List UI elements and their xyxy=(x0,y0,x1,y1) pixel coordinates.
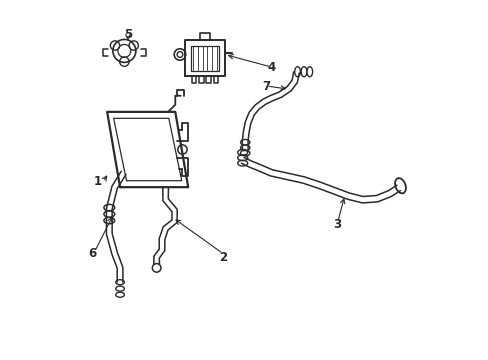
Text: 4: 4 xyxy=(267,60,275,73)
Text: 2: 2 xyxy=(219,251,226,264)
Text: 5: 5 xyxy=(123,28,132,41)
Text: 3: 3 xyxy=(333,218,341,231)
Text: 1: 1 xyxy=(93,175,102,188)
Text: 6: 6 xyxy=(88,247,96,260)
Text: 7: 7 xyxy=(262,80,269,93)
